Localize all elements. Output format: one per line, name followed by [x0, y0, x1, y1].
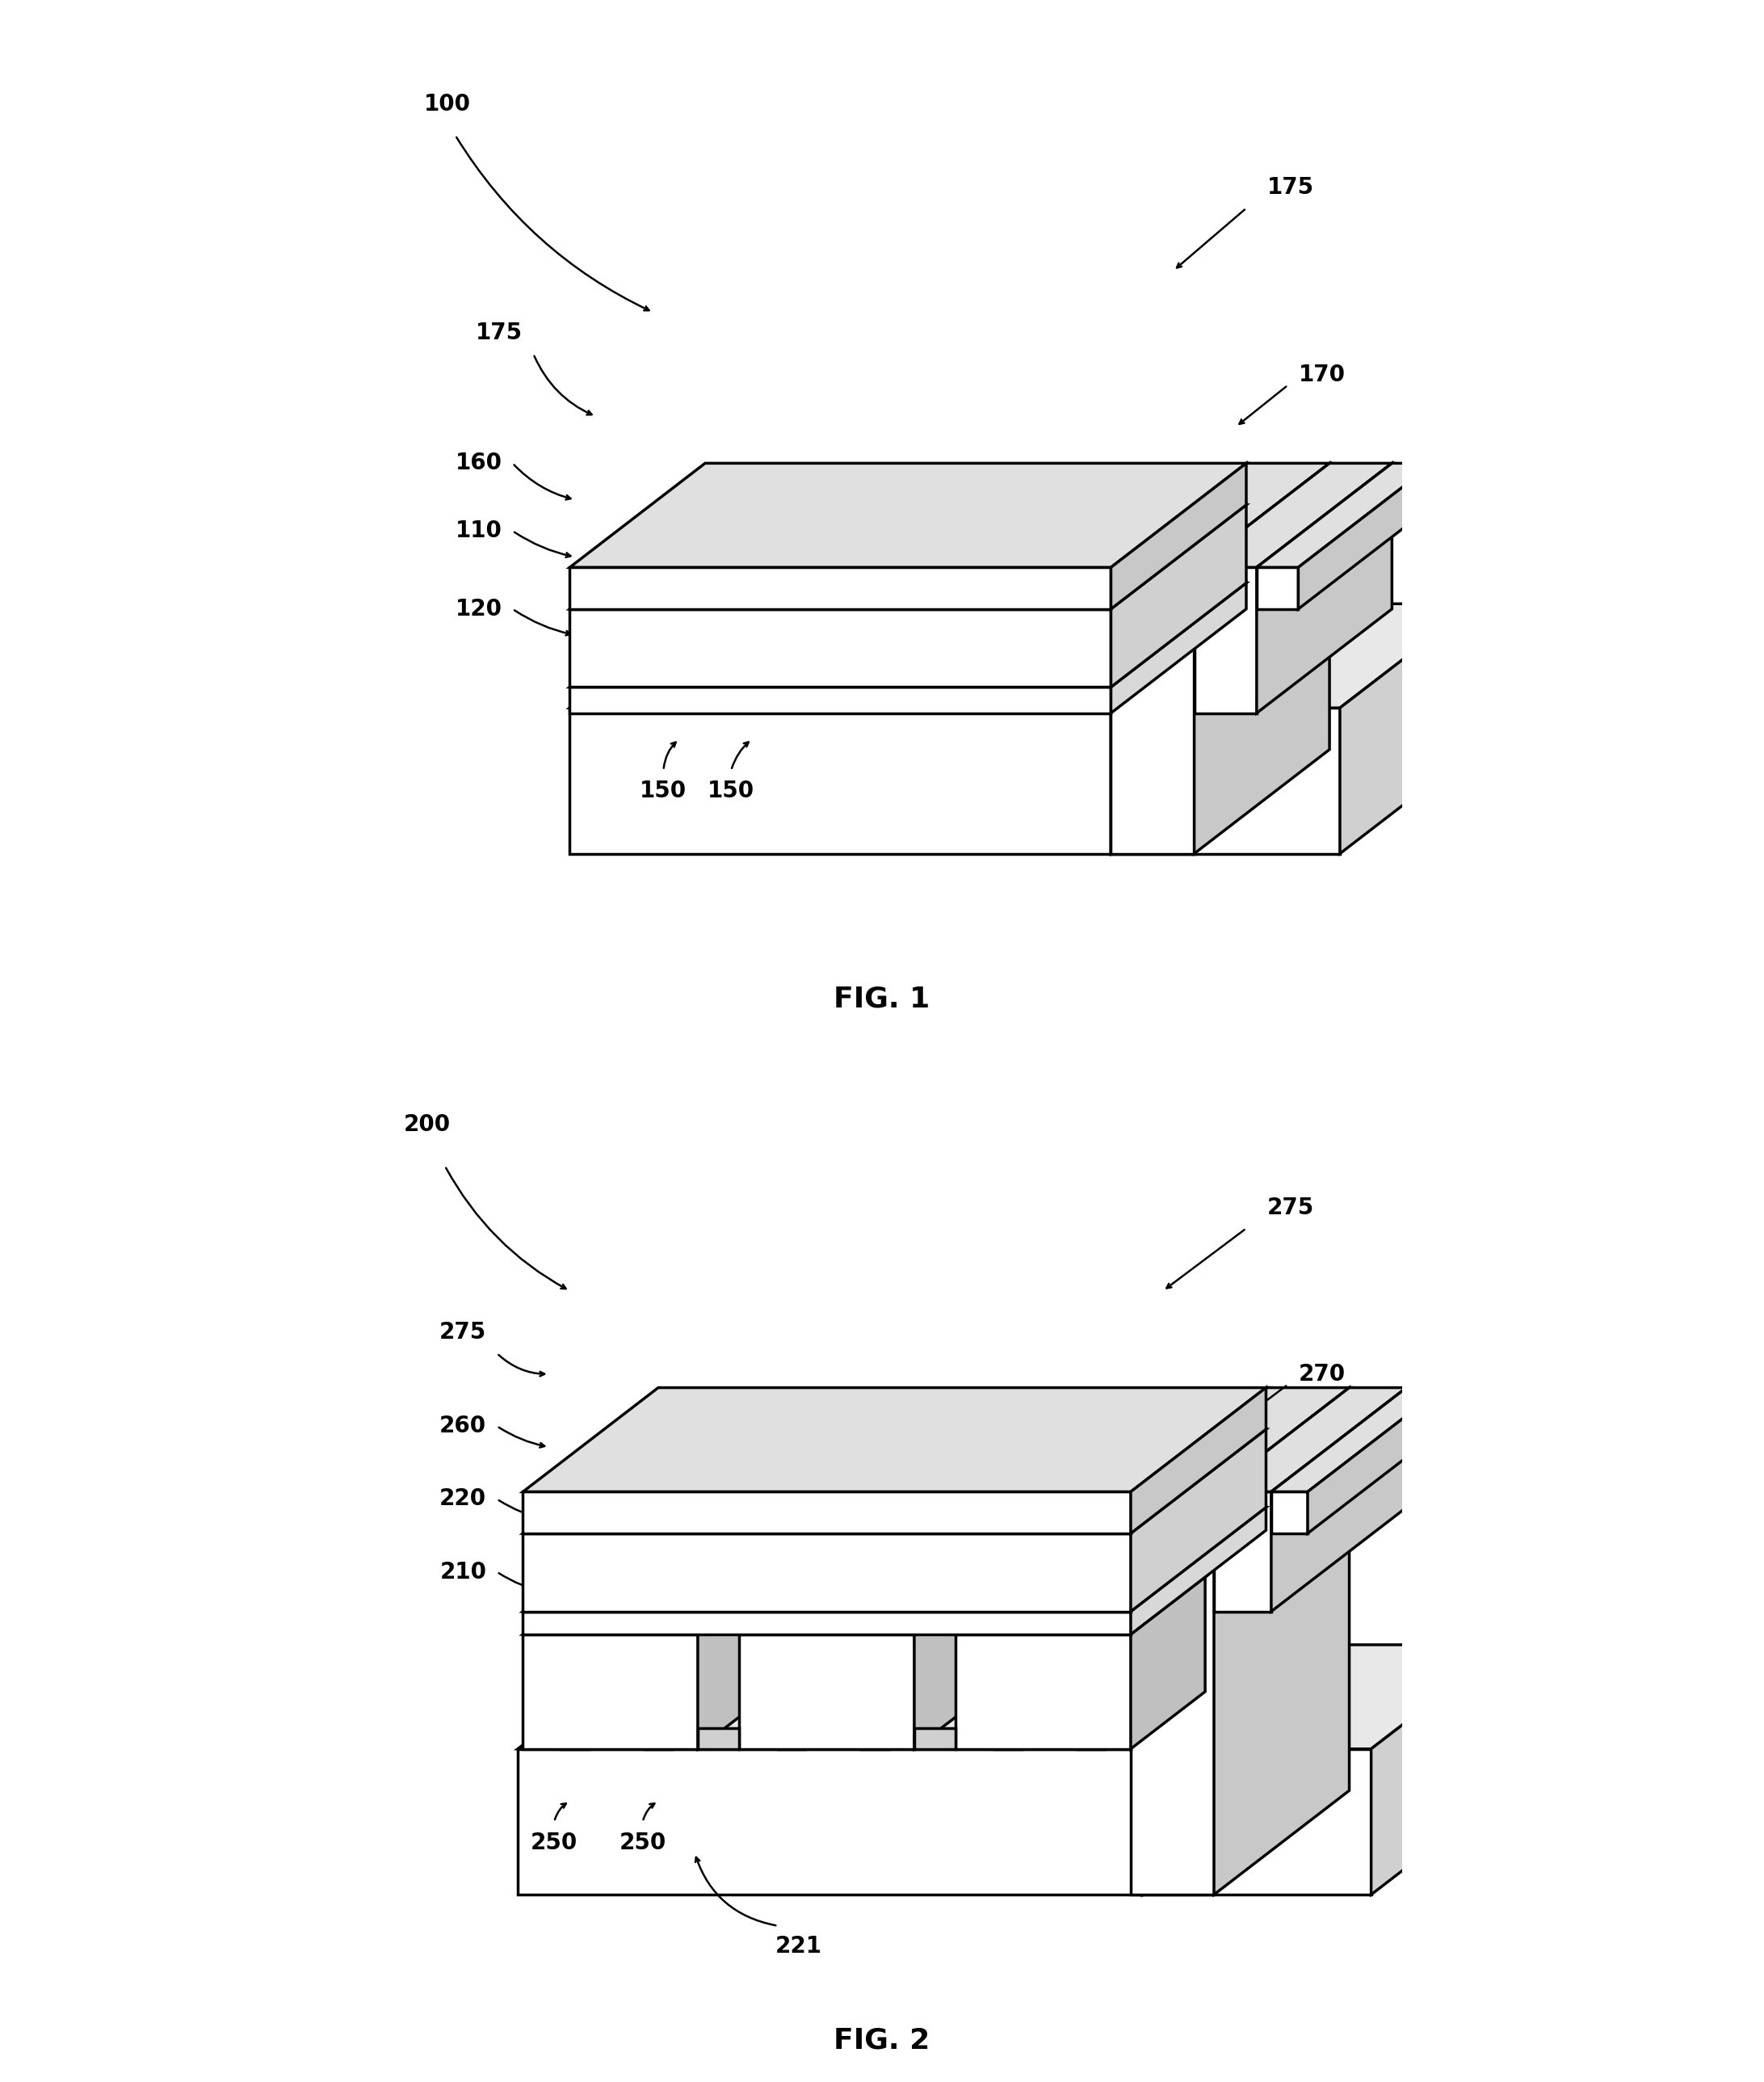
Polygon shape — [1272, 1491, 1307, 1532]
Polygon shape — [658, 573, 688, 708]
Text: 210: 210 — [439, 1562, 487, 1582]
Polygon shape — [570, 610, 1111, 687]
Polygon shape — [699, 1728, 739, 1749]
Polygon shape — [861, 1572, 930, 1603]
Polygon shape — [1111, 568, 1194, 854]
Polygon shape — [1214, 1387, 1406, 1491]
Polygon shape — [522, 1634, 699, 1749]
Text: 110: 110 — [455, 520, 503, 541]
Polygon shape — [995, 1603, 1021, 1749]
Polygon shape — [1111, 583, 1245, 712]
Polygon shape — [570, 464, 1245, 568]
Polygon shape — [570, 506, 1245, 610]
Text: 270: 270 — [1298, 1364, 1346, 1385]
Text: 275: 275 — [439, 1322, 487, 1343]
Polygon shape — [739, 1578, 988, 1634]
Text: FIG. 2: FIG. 2 — [834, 2026, 930, 2055]
Polygon shape — [1131, 1428, 1267, 1611]
Text: 220: 220 — [439, 1489, 487, 1509]
Text: 175: 175 — [1267, 177, 1314, 198]
Polygon shape — [1256, 464, 1434, 568]
Polygon shape — [956, 1578, 1205, 1634]
Polygon shape — [995, 1572, 1062, 1603]
Polygon shape — [1256, 464, 1392, 712]
Polygon shape — [1298, 464, 1434, 610]
Polygon shape — [1131, 1491, 1214, 1895]
Text: 275: 275 — [1267, 1197, 1314, 1218]
Polygon shape — [519, 1749, 1141, 1895]
Polygon shape — [1131, 1578, 1205, 1749]
Text: 100: 100 — [423, 94, 471, 115]
Polygon shape — [1256, 568, 1298, 610]
Text: 260: 260 — [439, 1416, 487, 1437]
Polygon shape — [956, 1634, 1131, 1749]
Polygon shape — [739, 1634, 914, 1749]
Polygon shape — [522, 1507, 1267, 1611]
Polygon shape — [1272, 1387, 1406, 1611]
Polygon shape — [1371, 1645, 1506, 1895]
Polygon shape — [804, 541, 873, 573]
Polygon shape — [1141, 1645, 1277, 1895]
Polygon shape — [522, 1578, 773, 1634]
Text: 221: 221 — [776, 1936, 822, 1957]
Polygon shape — [1214, 1491, 1272, 1611]
Polygon shape — [1194, 568, 1256, 712]
Polygon shape — [730, 541, 801, 573]
Polygon shape — [1341, 604, 1475, 854]
Polygon shape — [1141, 1645, 1506, 1749]
Polygon shape — [1111, 464, 1330, 568]
Text: 200: 200 — [404, 1114, 450, 1135]
Text: 150: 150 — [640, 781, 686, 802]
Polygon shape — [1131, 1507, 1267, 1634]
Polygon shape — [778, 1572, 845, 1603]
Polygon shape — [522, 1532, 1131, 1611]
Text: 160: 160 — [455, 452, 503, 475]
Polygon shape — [1141, 1749, 1371, 1895]
Polygon shape — [699, 1578, 773, 1749]
Polygon shape — [519, 1645, 1277, 1749]
Polygon shape — [730, 573, 760, 708]
Polygon shape — [1194, 464, 1330, 854]
Polygon shape — [522, 1611, 1131, 1634]
Polygon shape — [644, 1572, 713, 1603]
Polygon shape — [1194, 464, 1392, 568]
Text: FIG. 1: FIG. 1 — [834, 985, 930, 1014]
Polygon shape — [914, 1728, 956, 1749]
Polygon shape — [1078, 1572, 1145, 1603]
Polygon shape — [1131, 1387, 1349, 1491]
Polygon shape — [570, 583, 1245, 687]
Polygon shape — [861, 1603, 889, 1749]
Text: 170: 170 — [1298, 364, 1346, 385]
Polygon shape — [1214, 1387, 1349, 1895]
Polygon shape — [1111, 708, 1341, 854]
Polygon shape — [1111, 506, 1245, 687]
Text: 250: 250 — [531, 1832, 577, 1853]
Polygon shape — [658, 541, 729, 573]
Text: 250: 250 — [619, 1832, 667, 1853]
Polygon shape — [522, 1387, 1267, 1491]
Polygon shape — [570, 604, 1245, 708]
Polygon shape — [914, 1578, 988, 1749]
Polygon shape — [561, 1603, 589, 1749]
Polygon shape — [644, 1603, 672, 1749]
Polygon shape — [1078, 1603, 1104, 1749]
Text: 175: 175 — [476, 323, 522, 344]
Polygon shape — [570, 687, 1111, 712]
Text: 120: 120 — [455, 598, 503, 620]
Polygon shape — [1272, 1387, 1443, 1491]
Polygon shape — [570, 708, 1111, 854]
Polygon shape — [1111, 604, 1475, 708]
Polygon shape — [1111, 464, 1245, 610]
Polygon shape — [522, 1428, 1267, 1532]
Polygon shape — [1131, 1387, 1267, 1532]
Polygon shape — [522, 1491, 1131, 1532]
Polygon shape — [1111, 604, 1245, 854]
Polygon shape — [804, 573, 833, 708]
Polygon shape — [1307, 1387, 1443, 1532]
Polygon shape — [570, 568, 1111, 610]
Polygon shape — [561, 1572, 630, 1603]
Polygon shape — [778, 1603, 804, 1749]
Text: 150: 150 — [707, 781, 755, 802]
